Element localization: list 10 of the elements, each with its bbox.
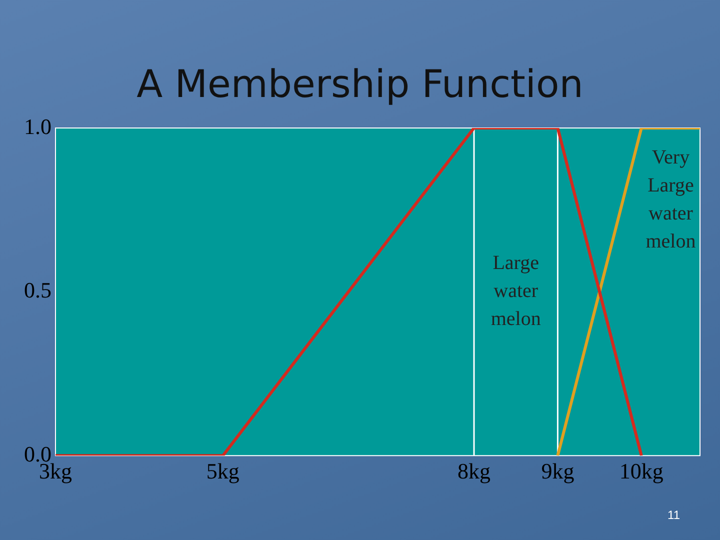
text: Large water melon (490, 252, 541, 330)
chart-title: A Membership Function (136, 62, 584, 106)
x-tick-label: 10kg (619, 458, 664, 484)
text: 11 (668, 508, 680, 522)
y-tick-label: 1.0 (24, 114, 52, 139)
x-tick-label: 9kg (541, 458, 574, 484)
y-tick-label: 0.5 (24, 278, 52, 303)
x-tick-label: 5kg (206, 458, 240, 484)
series-label: Very Large water melon (646, 146, 696, 252)
x-tick-label: 8kg (458, 458, 491, 484)
